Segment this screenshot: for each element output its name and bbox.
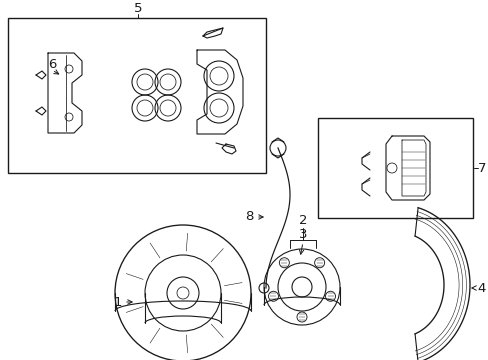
Text: 6: 6: [48, 58, 56, 71]
Bar: [317, 118, 472, 218]
Text: 1: 1: [114, 296, 122, 309]
Text: 5: 5: [134, 1, 142, 14]
Text: 2: 2: [298, 213, 306, 226]
Text: 7: 7: [477, 162, 485, 175]
Bar: [8, 18, 265, 173]
Text: 3: 3: [298, 229, 306, 242]
Text: 8: 8: [244, 211, 253, 224]
Text: 4: 4: [477, 282, 485, 294]
